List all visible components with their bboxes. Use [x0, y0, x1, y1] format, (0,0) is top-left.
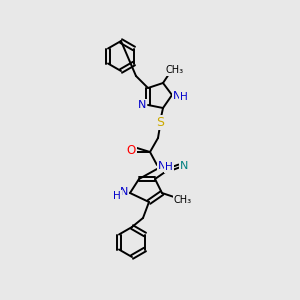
Text: N: N [138, 100, 146, 110]
Text: N: N [173, 91, 181, 101]
Text: H: H [113, 191, 121, 201]
Text: CH₃: CH₃ [166, 65, 184, 75]
Text: N: N [120, 187, 128, 197]
Text: S: S [156, 116, 164, 128]
Text: N: N [180, 161, 188, 171]
Text: N: N [158, 161, 166, 171]
Text: H: H [180, 92, 188, 102]
Text: CH₃: CH₃ [174, 195, 192, 205]
Text: H: H [165, 162, 173, 172]
Text: O: O [126, 143, 136, 157]
